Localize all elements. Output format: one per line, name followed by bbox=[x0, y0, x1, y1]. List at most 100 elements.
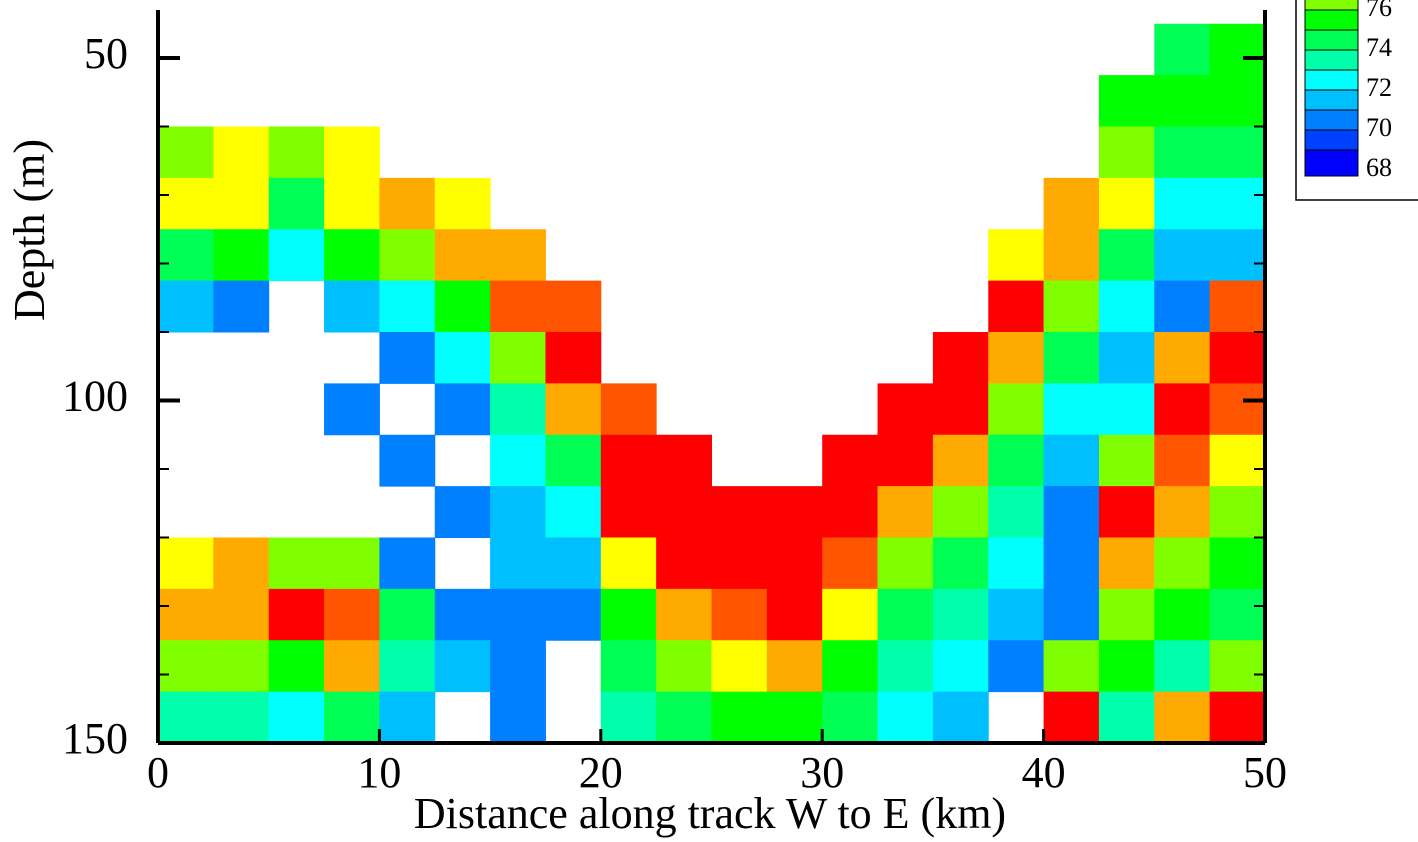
contour-cell bbox=[766, 537, 823, 590]
contour-cell bbox=[434, 640, 491, 693]
contour-cell bbox=[490, 229, 546, 282]
contour-cell bbox=[600, 434, 657, 487]
contour-cell bbox=[656, 588, 712, 641]
contour-cell bbox=[158, 691, 214, 744]
contour-cell bbox=[379, 588, 436, 641]
contour-cell bbox=[1098, 280, 1155, 333]
contour-cell bbox=[766, 691, 823, 744]
contour-cell bbox=[268, 640, 325, 693]
contour-cell bbox=[1043, 434, 1100, 487]
contour-cell bbox=[1154, 486, 1211, 538]
contour-cell bbox=[1043, 537, 1100, 590]
contour-cell bbox=[600, 691, 657, 744]
contour-cell bbox=[1098, 126, 1155, 179]
contour-cell bbox=[1209, 75, 1266, 127]
contour-cell bbox=[1043, 640, 1100, 693]
contour-cell bbox=[656, 537, 712, 590]
contour-cell bbox=[1043, 486, 1100, 538]
contour-cell bbox=[600, 537, 657, 590]
contour-cell bbox=[988, 434, 1045, 487]
contour-cell bbox=[324, 588, 380, 641]
contour-cell bbox=[545, 537, 602, 590]
contour-cell bbox=[1154, 23, 1211, 76]
contour-cell bbox=[932, 332, 989, 384]
contour-cell bbox=[490, 486, 546, 538]
contour-cell bbox=[324, 691, 380, 744]
colorbar-label: 72 bbox=[1366, 73, 1392, 102]
contour-cell bbox=[268, 588, 325, 641]
contour-cell bbox=[1154, 177, 1211, 230]
contour-cell bbox=[545, 332, 602, 384]
contour-cell bbox=[822, 434, 879, 487]
colorbar-swatch bbox=[1304, 149, 1359, 177]
contour-cell bbox=[932, 588, 989, 641]
contour-cell bbox=[213, 588, 270, 641]
contour-cell bbox=[988, 640, 1045, 693]
y-tick-label: 150 bbox=[62, 714, 128, 763]
contour-cell bbox=[1043, 691, 1100, 744]
contour-cell bbox=[1209, 588, 1266, 641]
contour-cell bbox=[988, 280, 1045, 333]
contour-cell bbox=[1098, 177, 1155, 230]
contour-cell bbox=[1209, 640, 1266, 693]
contour-cell bbox=[1209, 280, 1266, 333]
contour-cell bbox=[600, 588, 657, 641]
contour-cell bbox=[1209, 434, 1266, 487]
contour-cell bbox=[1098, 588, 1155, 641]
contour-cell bbox=[1098, 75, 1155, 127]
contour-cell bbox=[711, 537, 768, 590]
contour-cell bbox=[379, 229, 436, 282]
contour-cell bbox=[1098, 537, 1155, 590]
contour-cell bbox=[268, 691, 325, 744]
contour-cell bbox=[379, 280, 436, 333]
contour-cell bbox=[1209, 383, 1266, 436]
contour-cell bbox=[1154, 537, 1211, 590]
contour-cell bbox=[877, 588, 934, 641]
y-tick-label: 100 bbox=[62, 372, 128, 421]
contour-cell bbox=[324, 177, 380, 230]
contour-cell bbox=[1043, 177, 1100, 230]
contour-cell bbox=[213, 691, 270, 744]
contour-cell bbox=[324, 537, 380, 590]
x-tick-label: 50 bbox=[1243, 748, 1287, 797]
contour-cell bbox=[1098, 691, 1155, 744]
colorbar-swatch bbox=[1304, 9, 1359, 31]
contour-cell bbox=[932, 486, 989, 538]
contour-cell bbox=[213, 229, 270, 282]
contour-cell bbox=[822, 588, 879, 641]
colorbar-swatch bbox=[1304, 49, 1359, 71]
contour-cell bbox=[877, 434, 934, 487]
contour-cell bbox=[434, 177, 491, 230]
contour-cell bbox=[988, 486, 1045, 538]
contour-cell bbox=[877, 537, 934, 590]
contour-cell bbox=[324, 280, 380, 333]
contour-cell bbox=[1154, 434, 1211, 487]
colorbar-label: 74 bbox=[1366, 33, 1392, 62]
contour-cell bbox=[711, 691, 768, 744]
contour-cell bbox=[877, 486, 934, 538]
contour-cell bbox=[158, 640, 214, 693]
contour-cell bbox=[877, 691, 934, 744]
contour-cell bbox=[434, 229, 491, 282]
contour-cell bbox=[434, 588, 491, 641]
x-tick-label: 20 bbox=[579, 748, 623, 797]
y-tick-label: 50 bbox=[84, 29, 128, 78]
contour-cell bbox=[600, 640, 657, 693]
contour-cell bbox=[766, 640, 823, 693]
contour-cell bbox=[822, 537, 879, 590]
colorbar-label: 68 bbox=[1366, 153, 1392, 182]
colorbar-swatch bbox=[1304, 109, 1359, 131]
contour-cell bbox=[1098, 486, 1155, 538]
contour-cell bbox=[1043, 383, 1100, 436]
colorbar-swatch bbox=[1304, 69, 1359, 91]
contour-cell bbox=[434, 383, 491, 436]
contour-cell bbox=[490, 332, 546, 384]
contour-cell bbox=[1043, 332, 1100, 384]
contour-cell bbox=[545, 383, 602, 436]
contour-cell bbox=[1154, 75, 1211, 127]
contour-cell bbox=[545, 588, 602, 641]
contour-cell bbox=[379, 332, 436, 384]
contour-cell bbox=[324, 229, 380, 282]
colorbar-label: 70 bbox=[1366, 113, 1392, 142]
